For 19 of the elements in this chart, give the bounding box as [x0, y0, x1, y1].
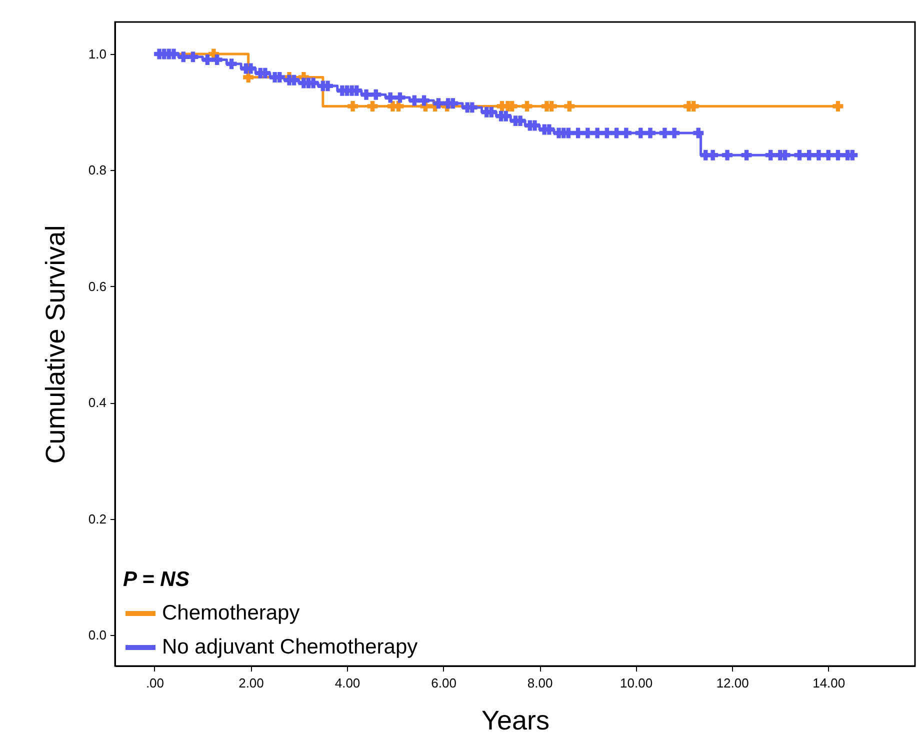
y-axis-title: Cumulative Survival	[40, 225, 70, 464]
y-tick-label: 0.0	[88, 628, 106, 643]
x-tick-label: 12.00	[716, 676, 749, 690]
legend-label: Chemotherapy	[162, 602, 300, 624]
x-tick-label: 8.00	[527, 676, 553, 690]
y-tick-label: 1.0	[88, 46, 106, 62]
x-tick-label: 2.00	[238, 676, 264, 690]
legend-title: P = NS	[123, 568, 190, 591]
legend-label: No adjuvant Chemotherapy	[162, 636, 418, 658]
x-tick-label: 4.00	[334, 676, 360, 690]
x-axis-title: Years	[481, 706, 550, 736]
y-tick-label: 0.4	[88, 395, 106, 410]
y-tick-label: 0.8	[88, 162, 106, 178]
x-tick-label: .00	[146, 676, 164, 690]
x-tick-label: 6.00	[431, 676, 456, 690]
y-tick-label: 0.6	[88, 278, 106, 294]
y-tick-label: 0.2	[88, 511, 106, 526]
x-tick-label: 14.00	[812, 676, 846, 690]
x-tick-label: 10.00	[620, 676, 653, 690]
